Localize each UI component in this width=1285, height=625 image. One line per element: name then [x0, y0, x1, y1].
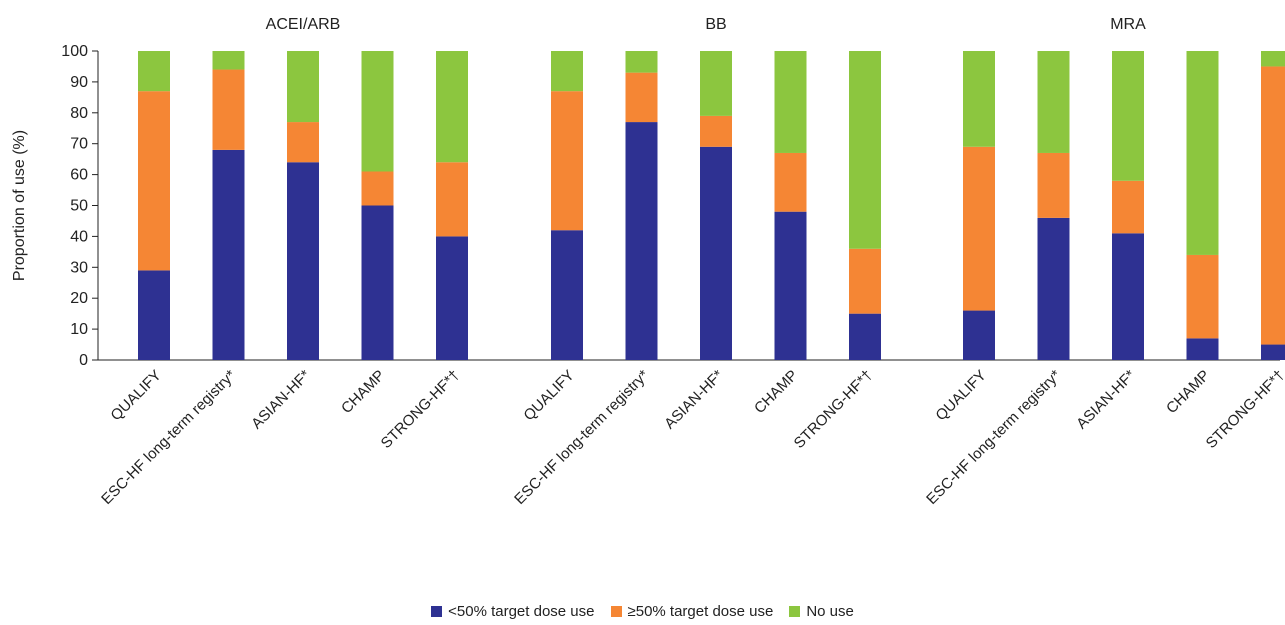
- bar-segment-no-use: [212, 51, 245, 70]
- bar-segment-above-50: [963, 146, 995, 311]
- bar-segment-above-50: [138, 91, 170, 271]
- legend-item-above-50: ≥50% target dose use: [610, 603, 774, 620]
- group-title: ACEI/ARB: [266, 16, 341, 33]
- bar-segment-no-use: [963, 51, 995, 147]
- bar-segment-below-50: [361, 205, 394, 360]
- x-tick-label: ASIAN-HF*: [1073, 367, 1139, 433]
- bar-segment-below-50: [963, 310, 995, 360]
- bar-segment-below-50: [1261, 344, 1285, 360]
- legend-item-no-use: No use: [789, 603, 854, 620]
- x-tick-label: ASIAN-HF*: [661, 367, 727, 433]
- legend: <50% target dose use ≥50% target dose us…: [0, 603, 1285, 620]
- legend-swatch-no-use: [789, 606, 801, 617]
- bar-segment-below-50: [138, 270, 170, 360]
- x-tick-label: ESC-HF long-term registry*: [923, 367, 1064, 508]
- bar-segment-no-use: [849, 51, 881, 249]
- bar-segment-above-50: [1112, 180, 1144, 234]
- bar-segment-below-50: [551, 230, 583, 360]
- y-tick-label: 10: [70, 321, 88, 338]
- bar-segment-no-use: [1037, 51, 1070, 153]
- bar-segment-above-50: [625, 72, 658, 123]
- legend-swatch-above-50: [610, 606, 622, 617]
- y-tick-label: 0: [79, 352, 88, 369]
- x-tick-label: CHAMP: [1163, 367, 1213, 417]
- x-tick-label: ESC-HF long-term registry*: [511, 367, 652, 508]
- y-axis-label: Proportion of use (%): [11, 130, 28, 281]
- bar-segment-no-use: [1186, 51, 1219, 255]
- stacked-bar-chart: 0 10 20 30 40 50 60 70 80 90 100 Proportion of use …: [11, 16, 1285, 508]
- bar-segment-below-50: [436, 236, 468, 360]
- bar-segment-below-50: [287, 162, 319, 360]
- bar-segment-below-50: [1186, 338, 1219, 360]
- x-tick-label: CHAMP: [751, 367, 801, 417]
- x-tick-label: ESC-HF long-term registry*: [98, 367, 239, 508]
- axes: 0 10 20 30 40 50 60 70 80 90 100 Proportion of use …: [11, 43, 1280, 369]
- y-tick-label: 50: [70, 198, 88, 215]
- y-tick-label: 100: [61, 43, 88, 60]
- group-title: MRA: [1110, 16, 1146, 33]
- bar-segment-above-50: [436, 162, 468, 237]
- bar-segment-no-use: [774, 51, 807, 153]
- bar-segment-above-50: [849, 248, 881, 314]
- bar-segment-no-use: [138, 51, 170, 92]
- y-tick-label: 80: [70, 105, 88, 122]
- y-tick-label: 20: [70, 290, 88, 307]
- x-tick-label: QUALIFY: [932, 367, 989, 424]
- bar-segment-above-50: [1261, 66, 1285, 345]
- group-title: BB: [705, 16, 726, 33]
- y-tick-label: 90: [70, 74, 88, 91]
- bar-segment-above-50: [700, 115, 732, 147]
- y-tick-label: 30: [70, 259, 88, 276]
- legend-item-below-50: <50% target dose use: [431, 603, 595, 620]
- bar-segment-below-50: [700, 146, 732, 360]
- bar-segment-below-50: [849, 313, 881, 360]
- x-tick-label: CHAMP: [338, 367, 388, 417]
- bar-segment-below-50: [212, 149, 245, 360]
- bar-segment-above-50: [212, 69, 245, 150]
- legend-label-below-50: <50% target dose use: [448, 603, 595, 620]
- x-tick-label: QUALIFY: [520, 367, 577, 424]
- y-tick-label: 40: [70, 228, 88, 245]
- x-tick-label: STRONG-HF*†: [791, 367, 876, 452]
- bar-segment-no-use: [361, 51, 394, 172]
- bar-segment-below-50: [774, 211, 807, 360]
- x-tick-label: ASIAN-HF*: [248, 367, 314, 433]
- bars: [138, 51, 1285, 360]
- x-tick-label: STRONG-HF*†: [1203, 367, 1285, 452]
- bar-segment-above-50: [774, 152, 807, 212]
- bar-segment-no-use: [625, 51, 658, 73]
- bar-segment-below-50: [1037, 217, 1070, 360]
- bar-segment-above-50: [287, 122, 319, 163]
- y-tick-label: 60: [70, 167, 88, 184]
- bar-segment-no-use: [1112, 51, 1144, 181]
- y-tick-label: 70: [70, 136, 88, 153]
- legend-label-no-use: No use: [806, 603, 854, 620]
- bar-segment-no-use: [436, 51, 468, 163]
- x-tick-label: QUALIFY: [107, 367, 164, 424]
- legend-label-above-50: ≥50% target dose use: [627, 603, 774, 620]
- x-tick-label: STRONG-HF*†: [378, 367, 463, 452]
- bar-segment-below-50: [1112, 233, 1144, 360]
- bar-segment-above-50: [551, 91, 583, 231]
- legend-swatch-below-50: [431, 606, 443, 617]
- bar-segment-no-use: [287, 51, 319, 123]
- bar-segment-no-use: [1261, 51, 1285, 67]
- bar-segment-no-use: [551, 51, 583, 92]
- bar-segment-below-50: [625, 122, 658, 360]
- bar-segment-above-50: [1037, 152, 1070, 218]
- bar-segment-no-use: [700, 51, 732, 116]
- bar-segment-above-50: [1186, 254, 1219, 339]
- bar-segment-above-50: [361, 171, 394, 206]
